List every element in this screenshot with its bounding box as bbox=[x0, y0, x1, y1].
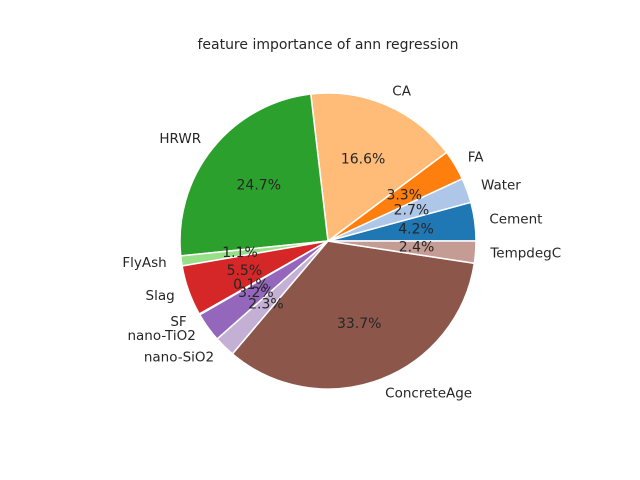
slice-percent-nano-tio2: 3.2% bbox=[238, 285, 274, 301]
slice-percent-tempdegc: 2.4% bbox=[399, 240, 435, 256]
pie-slice-tempdegc bbox=[327, 240, 477, 265]
slice-percent-ca: 16.6% bbox=[341, 151, 385, 167]
slice-percent-cement: 4.2% bbox=[398, 221, 434, 237]
slice-percent-sf: 0.1% bbox=[233, 277, 269, 293]
slice-label-ca: CA bbox=[392, 83, 411, 99]
slice-percent-flyash: 1.1% bbox=[222, 245, 258, 261]
slice-percent-nano-sio2: 2.3% bbox=[248, 296, 284, 312]
slice-percent-water: 2.7% bbox=[394, 203, 430, 219]
slice-label-fa: FA bbox=[468, 150, 485, 166]
pie-slice-ca bbox=[309, 92, 448, 243]
slice-percent-slag: 5.5% bbox=[227, 263, 263, 279]
pie-slices bbox=[179, 92, 477, 390]
slice-label-tempdegc: TempdegC bbox=[489, 245, 561, 261]
slice-label-flyash: FlyAsh bbox=[122, 255, 166, 271]
slice-label-hrwr: HRWR bbox=[159, 131, 201, 147]
slice-percent-concreteage: 33.7% bbox=[337, 316, 381, 332]
slice-label-cement: Cement bbox=[489, 212, 542, 228]
slice-label-concreteage: ConcreteAge bbox=[385, 385, 472, 401]
slice-label-sf: SF bbox=[170, 314, 186, 330]
slice-percent-fa: 3.3% bbox=[386, 187, 422, 203]
slice-label-nano-tio2: nano-TiO2 bbox=[127, 328, 195, 344]
slice-label-slag: Slag bbox=[146, 288, 175, 304]
slice-percent-hrwr: 24.7% bbox=[237, 177, 281, 193]
pie-labels: Cement Water FA CA HRWR FlyAsh Slag SFnano-TiO2… bbox=[122, 83, 561, 401]
chart-title: feature importance of ann regression bbox=[197, 37, 458, 53]
pie-slice-concreteage bbox=[231, 240, 476, 390]
slice-label-water: Water bbox=[481, 177, 521, 193]
pie-slice-hrwr bbox=[179, 93, 329, 257]
pie-percent-labels: 4.2%2.7%3.3%16.6%24.7%1.1%5.5%0.1%3.2%2.… bbox=[222, 151, 434, 332]
slice-label-nano-sio2: nano-SiO2 bbox=[144, 349, 214, 365]
